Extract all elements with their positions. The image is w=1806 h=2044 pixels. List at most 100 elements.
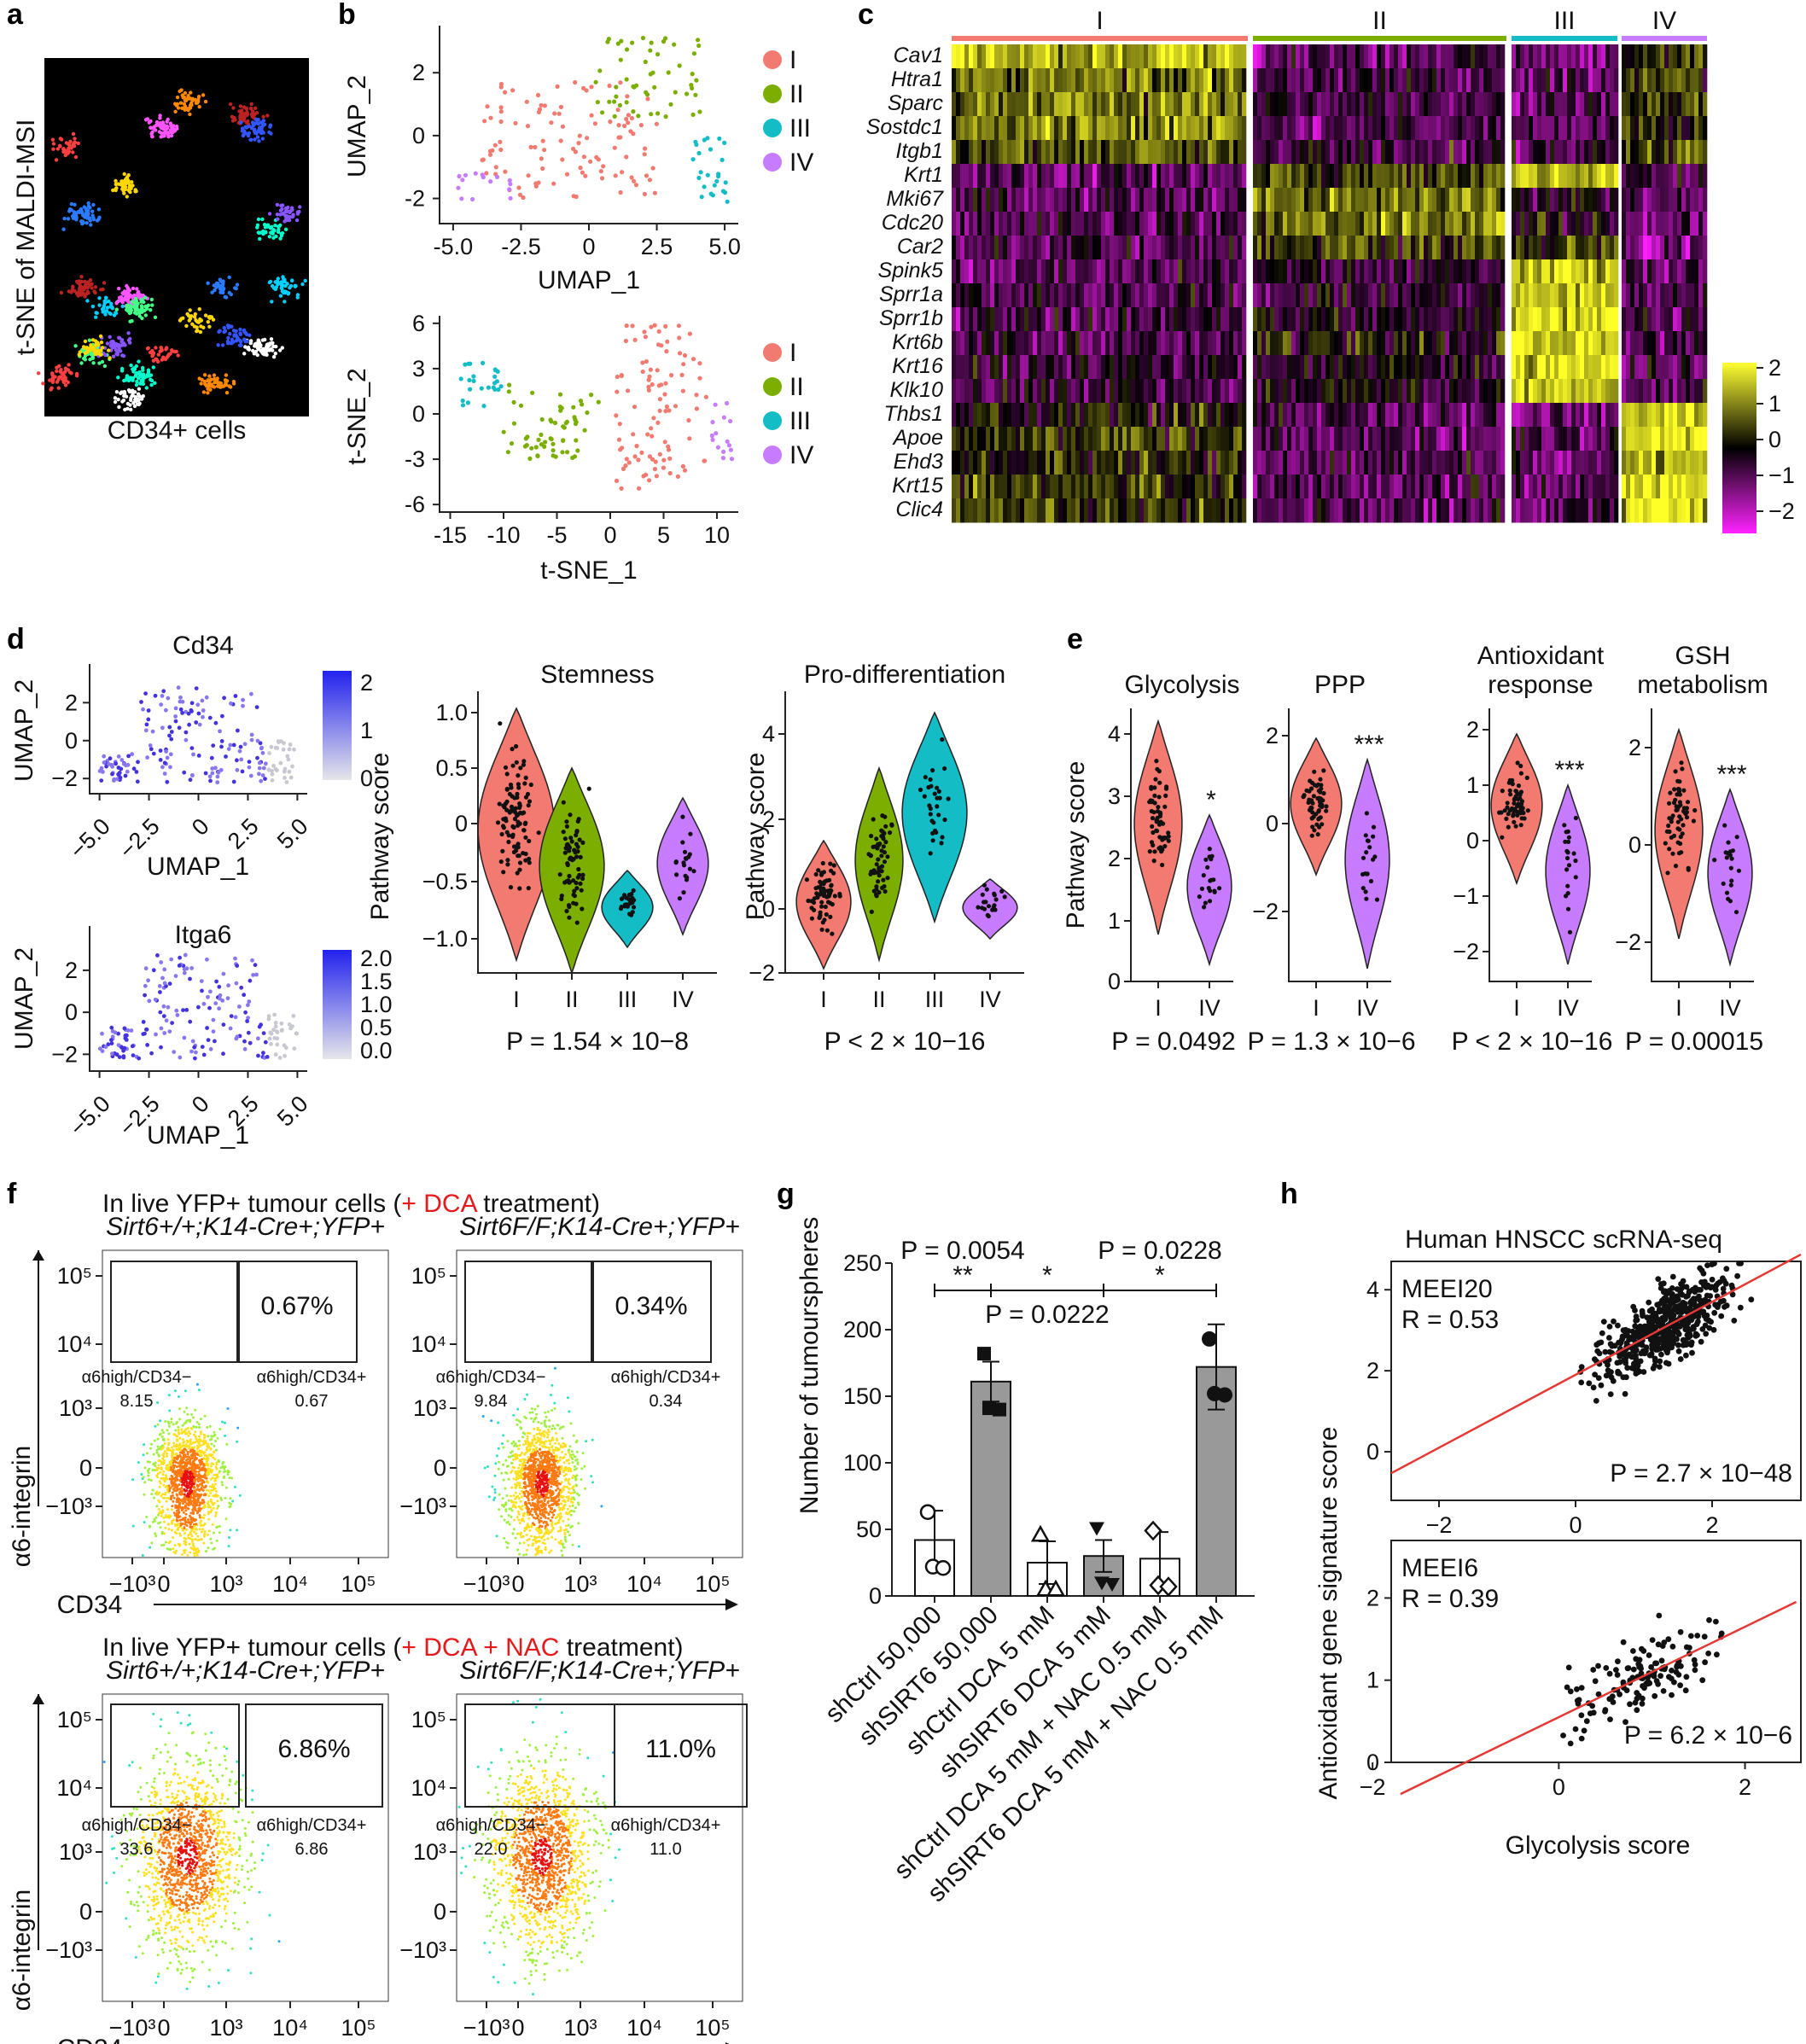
heat-cell xyxy=(1634,92,1640,117)
heat-cell xyxy=(1114,68,1119,93)
maldi-pixel xyxy=(199,324,203,329)
heat-cell xyxy=(1436,236,1442,260)
maldi-pixel xyxy=(238,327,242,332)
heat-cell xyxy=(1114,451,1119,475)
heat-cell xyxy=(1622,307,1627,332)
heat-cell xyxy=(1242,403,1247,428)
heat-cell xyxy=(1537,355,1542,380)
heat-cell xyxy=(1385,475,1390,499)
maldi-pixel xyxy=(114,178,118,183)
tsne-point xyxy=(582,428,587,433)
heat-cell xyxy=(1114,188,1119,213)
maldi-pixel xyxy=(129,363,133,368)
heat-cell xyxy=(1291,68,1296,93)
heat-cell xyxy=(1253,427,1258,451)
heat-cell xyxy=(1389,355,1395,380)
heat-cell xyxy=(1449,355,1454,380)
heat-cell xyxy=(1402,451,1407,475)
heat-cell xyxy=(1449,307,1454,332)
heat-cell xyxy=(1520,451,1525,475)
heat-cell xyxy=(1186,355,1191,380)
maldi-pixel xyxy=(149,297,154,302)
heat-cell xyxy=(1424,68,1429,93)
heat-cell xyxy=(994,236,999,260)
heat-cell xyxy=(1436,164,1442,189)
heat-cell xyxy=(1402,92,1407,117)
heat-cell xyxy=(1351,307,1356,332)
maldi-pixel xyxy=(269,337,274,341)
heat-cell xyxy=(1233,116,1238,141)
umap-point xyxy=(705,136,710,141)
heat-cell xyxy=(990,44,995,69)
heat-cell xyxy=(1063,164,1068,189)
x-tick-label: 0 xyxy=(582,234,595,259)
tsne-point xyxy=(714,431,719,436)
heat-cell xyxy=(1488,498,1493,523)
heat-cell xyxy=(1436,44,1442,69)
heat-cell xyxy=(1233,283,1238,308)
heat-cell xyxy=(1462,307,1467,332)
heat-cell xyxy=(1516,68,1521,93)
heat-cell xyxy=(1199,403,1204,428)
heat-cell xyxy=(1050,403,1055,428)
heat-cell xyxy=(1092,44,1098,69)
heat-cell xyxy=(1541,188,1547,213)
heat-cell xyxy=(1279,331,1284,356)
umap-point xyxy=(649,40,654,45)
heat-cell xyxy=(1488,164,1493,189)
heat-cell xyxy=(1178,44,1183,69)
heat-cell xyxy=(1512,283,1517,308)
heat-cell xyxy=(1122,331,1127,356)
heat-cell xyxy=(1558,307,1564,332)
heat-cell xyxy=(1398,116,1403,141)
heat-cell xyxy=(1614,307,1619,332)
maldi-pixel xyxy=(74,374,79,378)
heat-cell xyxy=(1229,92,1234,117)
heat-cell xyxy=(1567,116,1572,141)
heat-cell xyxy=(1238,92,1243,117)
heat-cell xyxy=(1454,379,1459,404)
heat-cell xyxy=(1449,164,1454,189)
heat-cell xyxy=(1407,188,1412,213)
heat-cell xyxy=(1165,307,1170,332)
heat-cell xyxy=(1011,331,1017,356)
heat-cell xyxy=(1563,307,1568,332)
heat-cell xyxy=(999,307,1004,332)
heat-cell xyxy=(1567,259,1572,284)
heat-cell xyxy=(952,283,957,308)
heat-cell xyxy=(1283,140,1288,165)
heat-cell xyxy=(1092,379,1098,404)
heat-cell xyxy=(964,236,970,260)
maldi-pixel xyxy=(113,399,118,405)
heat-cell xyxy=(1571,140,1576,165)
heat-cell xyxy=(1402,379,1407,404)
heat-cell xyxy=(1475,259,1480,284)
heat-cell xyxy=(1221,403,1226,428)
heat-cell xyxy=(1428,283,1433,308)
tsne-point xyxy=(728,418,733,424)
heat-cell xyxy=(1533,451,1538,475)
heat-cell xyxy=(1563,140,1568,165)
heat-cell xyxy=(982,451,987,475)
heat-cell xyxy=(1174,283,1179,308)
heat-cell xyxy=(1580,259,1585,284)
heat-cell xyxy=(1605,164,1611,189)
heat-cell xyxy=(1458,92,1463,117)
umap-point xyxy=(513,120,518,125)
maldi-pixel xyxy=(126,338,131,342)
heat-cell xyxy=(1071,498,1076,523)
maldi-pixel xyxy=(98,334,103,339)
heat-cell xyxy=(1148,403,1153,428)
umap-point xyxy=(508,195,513,201)
heat-cell xyxy=(1007,116,1012,141)
heat-cell xyxy=(977,212,982,236)
umap-point xyxy=(560,157,565,162)
heat-cell xyxy=(1610,355,1615,380)
heat-cell xyxy=(1144,259,1149,284)
heat-cell xyxy=(1020,68,1025,93)
y-tick-label: 3 xyxy=(412,356,425,381)
heat-cell xyxy=(1003,355,1008,380)
heat-cell xyxy=(1445,44,1450,69)
heat-cell xyxy=(1520,140,1525,165)
heat-cell xyxy=(999,92,1004,117)
